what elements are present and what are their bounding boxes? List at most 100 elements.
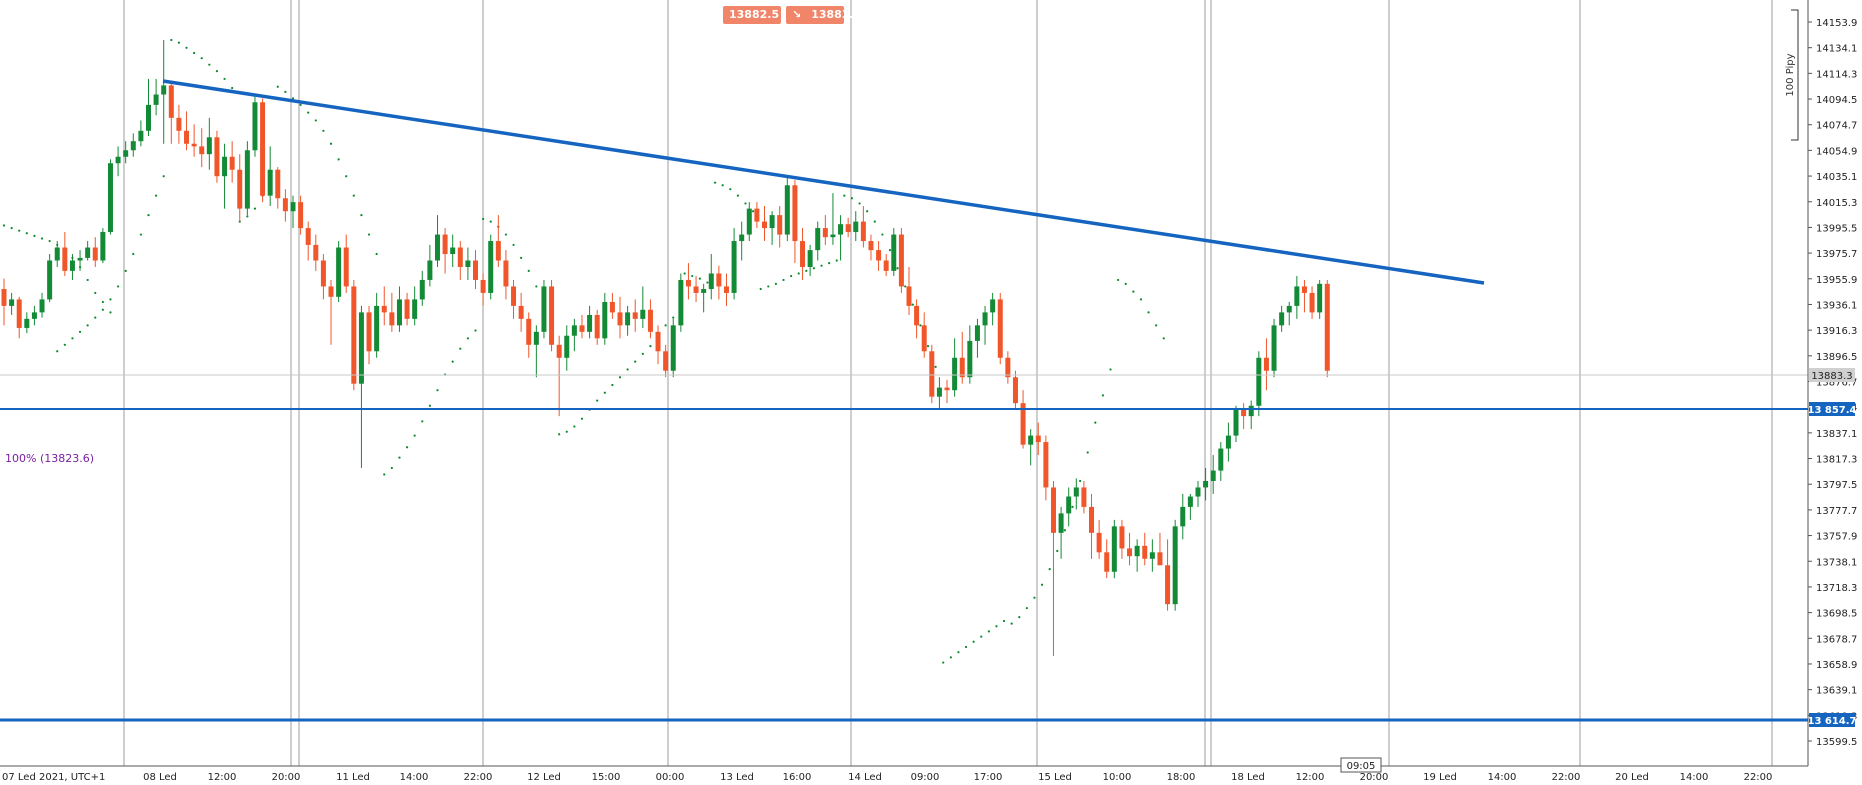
candle-body bbox=[838, 224, 844, 235]
candle bbox=[77, 250, 83, 271]
price-tick-label: 13718.3 bbox=[1816, 583, 1857, 594]
psar-dot bbox=[132, 252, 135, 256]
candle bbox=[427, 244, 433, 287]
candle-body bbox=[1248, 405, 1254, 417]
candle-body bbox=[495, 241, 501, 261]
time-label: 14:00 bbox=[1488, 772, 1517, 783]
candle-body bbox=[1127, 548, 1133, 557]
candle-body bbox=[1005, 357, 1011, 378]
psar-dot bbox=[1033, 596, 1036, 599]
candle bbox=[1256, 351, 1262, 417]
psar-dot bbox=[2, 224, 6, 227]
price-tick-label: 13639.1 bbox=[1816, 686, 1857, 697]
candle bbox=[952, 338, 958, 397]
candle bbox=[1020, 390, 1026, 449]
psar-dot bbox=[759, 287, 762, 291]
candle-body bbox=[533, 331, 539, 345]
candle-body bbox=[206, 137, 212, 155]
candle-body bbox=[921, 325, 927, 352]
candle bbox=[1263, 338, 1269, 391]
candle-body bbox=[358, 312, 364, 384]
candle-body bbox=[1286, 305, 1292, 313]
candle bbox=[374, 292, 380, 358]
candle-body bbox=[1309, 292, 1315, 313]
candle-body bbox=[161, 85, 167, 95]
candle-body bbox=[252, 102, 258, 151]
candle-body bbox=[1165, 565, 1171, 605]
candle-body bbox=[396, 299, 402, 326]
candle-body bbox=[602, 302, 608, 339]
current-price-label: 13883.3 bbox=[1811, 371, 1852, 382]
buy-price-badge[interactable]: ↘ 13883.3 bbox=[786, 6, 861, 24]
candle bbox=[419, 270, 425, 306]
sell-price-badge[interactable]: 13882.5 ↘ bbox=[723, 6, 798, 24]
psar-dot bbox=[322, 129, 325, 132]
psar-dot bbox=[208, 63, 211, 66]
time-axis[interactable]: 07 Led 2021, UTC+1 08 Led 12:00 20:00 11 Led… bbox=[0, 757, 1808, 783]
candle bbox=[450, 234, 456, 267]
candle-body bbox=[1134, 545, 1140, 557]
candle-body bbox=[511, 286, 517, 306]
price-axis[interactable]: 14153.9 14134.1 14114.3 14094.5 14074.7 14054… bbox=[1785, 0, 1857, 766]
candle bbox=[982, 305, 988, 345]
candle bbox=[754, 202, 760, 229]
candle bbox=[1165, 539, 1171, 611]
candle bbox=[168, 81, 174, 144]
candle bbox=[708, 254, 714, 300]
candle-body bbox=[1301, 286, 1307, 293]
psar-dot bbox=[101, 300, 104, 304]
candle bbox=[1225, 422, 1231, 462]
candle bbox=[784, 176, 790, 242]
buy-arrow-icon: ↘ bbox=[792, 8, 802, 21]
candle-body bbox=[130, 141, 136, 151]
psar-dot bbox=[40, 237, 44, 240]
candle-body bbox=[716, 273, 722, 287]
candle bbox=[1073, 478, 1079, 510]
candle-body bbox=[1020, 403, 1026, 445]
price-tick-label: 13955.9 bbox=[1816, 275, 1857, 286]
descending-trendline[interactable] bbox=[162, 79, 1485, 285]
candle-body bbox=[647, 309, 653, 332]
level-tag-2-label: 13 614.7 bbox=[1807, 716, 1856, 727]
candle bbox=[214, 130, 220, 183]
candle bbox=[1241, 403, 1247, 430]
candle-body bbox=[275, 169, 281, 199]
candle-body bbox=[1210, 470, 1216, 481]
candle-body bbox=[1203, 480, 1209, 488]
candle-body bbox=[107, 163, 113, 232]
candle bbox=[1035, 422, 1041, 456]
candle-body bbox=[229, 156, 235, 170]
candle-body bbox=[632, 312, 638, 319]
candle bbox=[739, 221, 745, 261]
scale-bracket bbox=[1791, 9, 1799, 141]
candle bbox=[130, 133, 136, 157]
candle bbox=[191, 124, 197, 157]
candle bbox=[434, 215, 440, 267]
candle bbox=[1309, 286, 1315, 319]
psar-dot bbox=[1124, 282, 1127, 285]
candle bbox=[731, 228, 737, 300]
psar-dot bbox=[911, 303, 914, 306]
candle-body bbox=[822, 228, 828, 238]
psar-dot bbox=[451, 360, 454, 363]
candle-body bbox=[670, 325, 676, 371]
candle-body bbox=[427, 260, 433, 280]
time-axis-labels: 07 Led 2021, UTC+1 08 Led 12:00 20:00 11 Led… bbox=[2, 772, 1772, 783]
candle-body bbox=[85, 247, 91, 258]
psar-dot bbox=[1117, 278, 1120, 282]
price-tick-label: 14094.5 bbox=[1816, 95, 1857, 106]
candle-body bbox=[419, 279, 425, 300]
candle-body bbox=[9, 299, 15, 306]
candle bbox=[199, 128, 205, 168]
psar-dot bbox=[1079, 479, 1082, 483]
candle-body bbox=[343, 247, 349, 287]
candle-body bbox=[693, 286, 699, 293]
time-label: 16:00 bbox=[783, 772, 812, 783]
psar-dot bbox=[253, 207, 257, 210]
candle-body bbox=[222, 156, 228, 177]
candle bbox=[898, 228, 904, 293]
psar-dot bbox=[367, 233, 371, 236]
candle bbox=[1286, 302, 1292, 326]
candle bbox=[336, 241, 342, 303]
